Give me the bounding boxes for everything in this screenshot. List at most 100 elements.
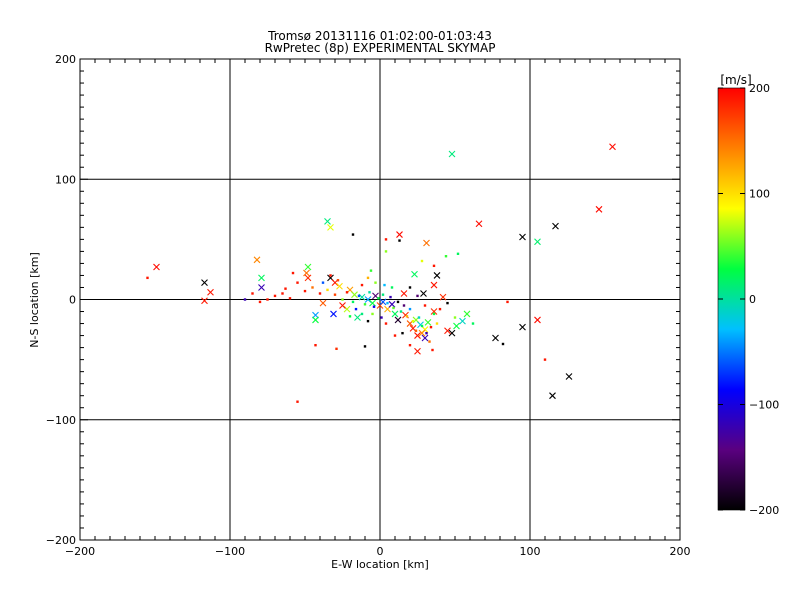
data-point-cross [304, 274, 312, 282]
data-point-stroke [414, 332, 421, 339]
data-point-dot [341, 298, 344, 301]
data-point-cross [312, 311, 319, 319]
data-point-stroke [411, 270, 418, 278]
data-point-stroke [439, 293, 447, 301]
data-point-cross [396, 231, 403, 238]
data-point-stroke [492, 334, 499, 342]
data-point-dot [432, 312, 436, 316]
data-point-stroke [595, 205, 603, 213]
data-point-stroke [358, 293, 366, 301]
data-point-dot [392, 306, 395, 310]
data-point-stroke [421, 334, 429, 342]
data-point-dot [266, 298, 269, 301]
data-point-stroke [394, 316, 402, 324]
data-point-stroke [304, 274, 312, 282]
data-point-dot [399, 310, 403, 313]
data-point-dot [296, 281, 299, 284]
data-point-dot [374, 281, 377, 284]
data-point-dot [438, 307, 442, 311]
colorbar-tick-label: 200 [749, 82, 770, 95]
data-point-stroke [409, 324, 417, 332]
data-point-cross [400, 290, 408, 297]
data-point-cross [391, 310, 399, 318]
data-point-stroke [400, 290, 408, 297]
y-axis: −200 −100 0 100 200 [46, 53, 680, 547]
data-point-stroke [609, 143, 616, 151]
x-tick-label: 0 [377, 545, 384, 558]
data-point-dot [456, 252, 460, 256]
data-point-stroke [201, 297, 208, 305]
colorbar-ticks: 200 100 0 −100 −200 [718, 82, 779, 517]
data-point-stroke [388, 300, 396, 308]
data-point-dot [363, 345, 367, 348]
data-point-dot [408, 286, 412, 289]
data-point-dot [369, 269, 373, 272]
data-point-cross [304, 263, 312, 271]
data-point-stroke [448, 150, 456, 158]
data-point-dot [311, 286, 314, 289]
data-point-stroke [549, 392, 556, 400]
data-point-cross [492, 334, 499, 342]
data-point-cross [411, 270, 418, 278]
data-point-dot [471, 322, 475, 325]
y-tick-label: −200 [46, 534, 76, 547]
data-point-stroke [153, 263, 160, 271]
data-point-stroke [201, 279, 208, 287]
data-point-cross [201, 297, 208, 305]
data-point-stroke [565, 373, 573, 380]
data-point-dot [351, 300, 355, 304]
data-point-cross [303, 269, 310, 277]
data-point-dot [402, 304, 406, 307]
data-point-stroke [312, 311, 319, 319]
data-point-stroke [330, 310, 337, 318]
data-point-dot [329, 274, 332, 277]
data-point-stroke [207, 288, 214, 296]
data-point-dot [501, 342, 505, 346]
data-point-dot [366, 276, 370, 280]
data-point-dot [371, 312, 374, 316]
data-point-dot [432, 264, 436, 268]
data-point-dot [296, 400, 299, 403]
data-point-cross [369, 299, 376, 307]
data-point-stroke [304, 263, 312, 271]
data-point-stroke [303, 269, 310, 277]
data-point-cross [201, 279, 208, 287]
colorbar-tick-label: 100 [749, 188, 770, 201]
data-point-cross [388, 300, 396, 308]
data-point-stroke [336, 282, 343, 290]
data-point-dot [414, 329, 418, 332]
data-point-cross [312, 316, 319, 324]
data-point-cross [414, 332, 421, 339]
data-point-dot [444, 255, 448, 258]
data-point-dot [273, 294, 277, 298]
chart-title-line2: RwPretec (8p) EXPERIMENTAL SKYMAP [265, 41, 496, 55]
data-point-cross [444, 327, 451, 335]
data-point-cross [339, 302, 346, 309]
data-point-dot [416, 294, 419, 298]
data-point-stroke [253, 256, 261, 264]
data-point-stroke [453, 322, 460, 330]
data-point-cross [565, 373, 573, 380]
data-point-stroke [519, 323, 526, 331]
data-point-stroke [433, 272, 441, 279]
data-point-dot [408, 307, 412, 311]
data-point-stroke [379, 298, 387, 306]
data-point-cross [463, 310, 471, 318]
data-point-cross [343, 305, 351, 313]
data-point-cross [424, 318, 432, 326]
data-point-cross [534, 316, 541, 324]
data-point-stroke [312, 316, 319, 324]
data-point-dot [381, 293, 385, 296]
data-point-dot [354, 307, 358, 311]
data-point-dot [333, 293, 337, 296]
data-point-dot [360, 283, 364, 287]
data-point-cross [258, 274, 265, 282]
data-point-cross [609, 143, 616, 151]
data-point-stroke [354, 314, 361, 321]
data-point-dot [377, 297, 380, 300]
data-point-dot [386, 301, 389, 305]
data-point-dot [506, 300, 509, 304]
data-point-stroke [430, 281, 438, 289]
data-point-stroke [364, 296, 372, 303]
data-point-stroke [424, 318, 432, 326]
